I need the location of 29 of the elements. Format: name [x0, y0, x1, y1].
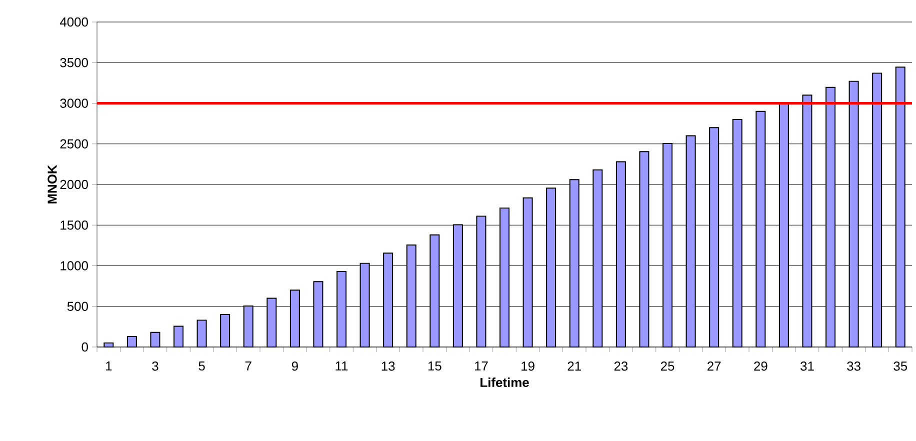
x-tick-label: 11 [336, 362, 348, 370]
x-tick-label: 13 [382, 362, 395, 371]
x-tick-label: 23 [614, 362, 628, 371]
y-tick-label: 2000 [60, 180, 88, 190]
y-tick-label: 2500 [60, 139, 88, 148]
x-tick-label: 9 [292, 362, 298, 371]
x-tick-label: 3 [152, 362, 158, 371]
x-tick-label: 1 [106, 362, 112, 370]
x-tick-label: 27 [708, 362, 721, 371]
y-axis-title: MNOK [48, 164, 57, 204]
y-tick-label: 500 [67, 302, 88, 311]
x-axis-title: Lifetime [480, 378, 529, 388]
x-tick-label: 25 [660, 362, 674, 371]
x-tick-label: 31 [800, 362, 814, 371]
y-tick-label: 1000 [60, 261, 88, 270]
y-tick-label: 3000 [60, 98, 88, 108]
y-tick-label: 0 [82, 342, 88, 352]
x-tick-label: 17 [475, 362, 488, 370]
x-tick-label: 7 [245, 362, 252, 370]
x-tick-label: 5 [198, 362, 205, 371]
x-tick-label: 19 [522, 362, 534, 371]
y-tick-label: 1500 [60, 220, 88, 230]
x-tick-label: 33 [847, 362, 860, 371]
y-tick-label: 4000 [60, 17, 88, 27]
x-tick-label: 15 [428, 362, 442, 371]
x-tick-label: 21 [568, 362, 581, 371]
x-tick-label: 29 [754, 362, 768, 371]
y-tick-label: 3500 [60, 58, 88, 68]
x-tick-label: 35 [894, 362, 908, 371]
